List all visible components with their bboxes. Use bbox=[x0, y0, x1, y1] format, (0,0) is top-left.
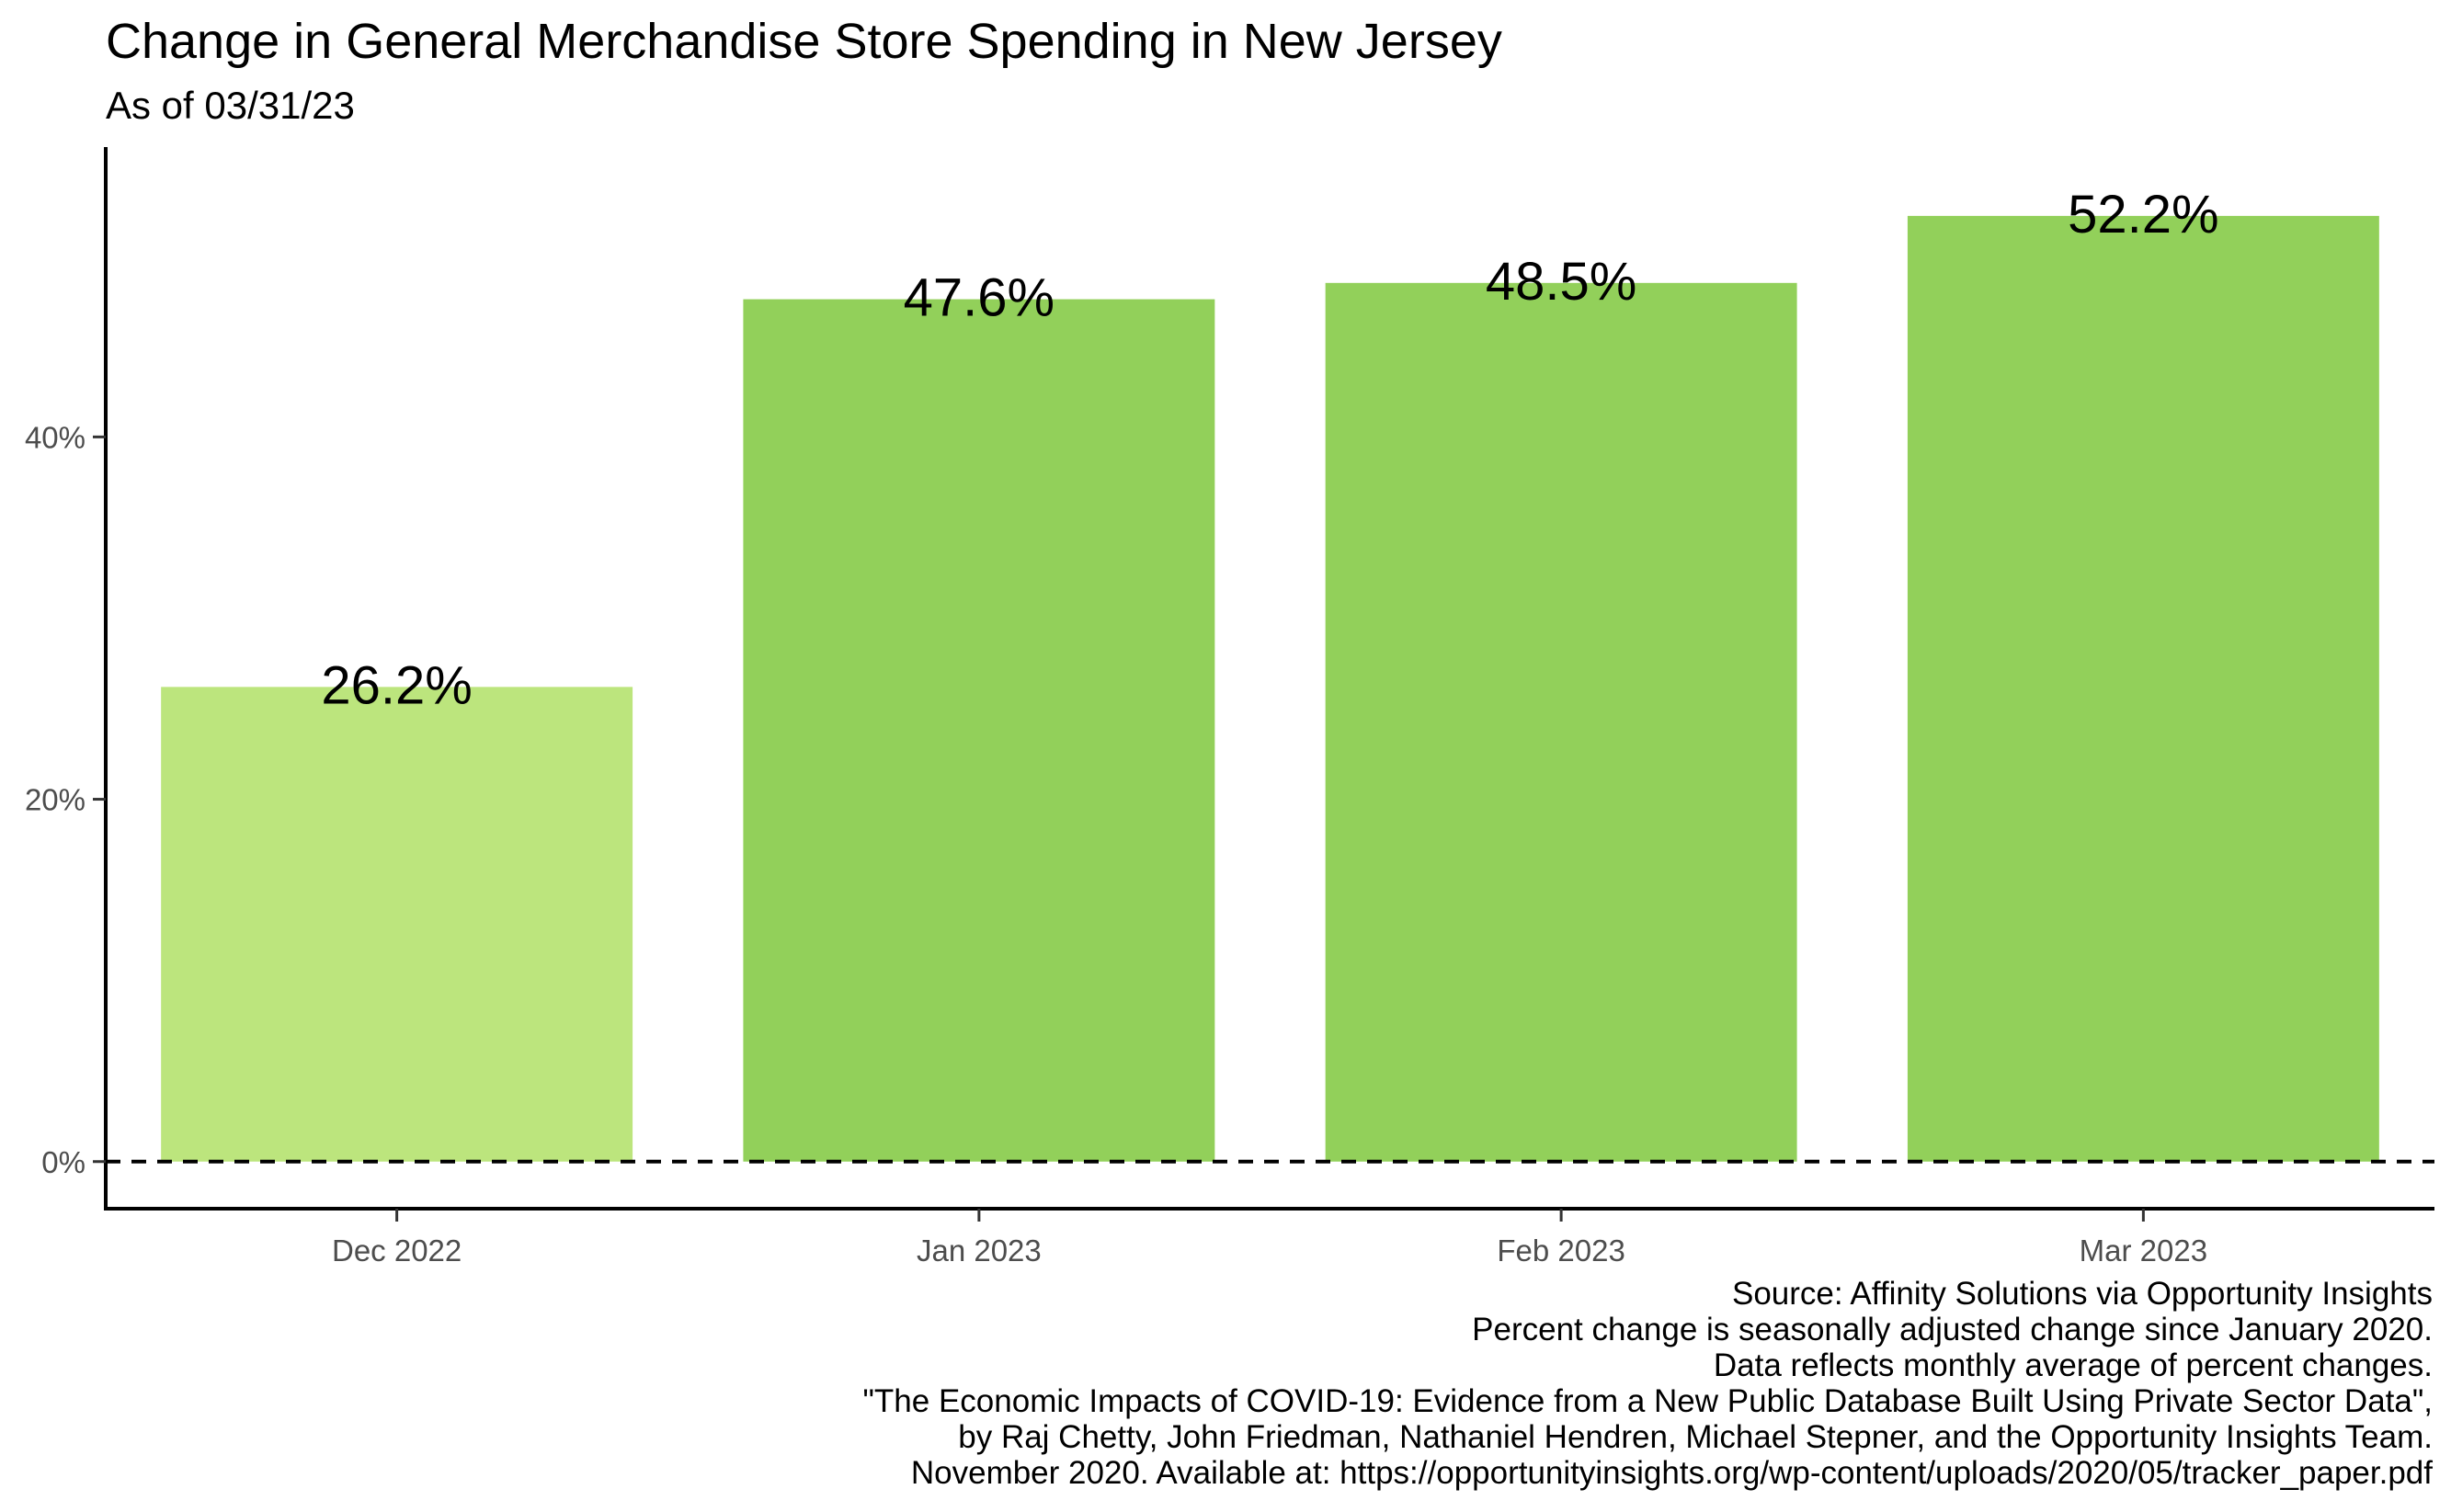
caption-line: Data reflects monthly average of percent… bbox=[1713, 1347, 2433, 1383]
caption-line: by Raj Chetty, John Friedman, Nathaniel … bbox=[958, 1419, 2433, 1455]
y-tick-label: 0% bbox=[41, 1145, 86, 1179]
chart-subtitle: As of 03/31/23 bbox=[106, 84, 355, 127]
x-tick-label: Jan 2023 bbox=[917, 1233, 1042, 1268]
x-tick-label: Dec 2022 bbox=[332, 1233, 462, 1268]
x-tick-label: Feb 2023 bbox=[1497, 1233, 1624, 1268]
y-tick-label: 20% bbox=[25, 783, 86, 817]
source-caption: Source: Affinity Solutions via Opportuni… bbox=[863, 1276, 2434, 1491]
caption-line: Percent change is seasonally adjusted ch… bbox=[1472, 1312, 2433, 1347]
bar bbox=[1325, 282, 1797, 1162]
caption-line: Source: Affinity Solutions via Opportuni… bbox=[1732, 1276, 2433, 1312]
caption-line: "The Economic Impacts of COVID-19: Evide… bbox=[862, 1383, 2434, 1419]
data-label: 47.6% bbox=[904, 268, 1054, 328]
bar bbox=[743, 299, 1215, 1162]
bar bbox=[1907, 215, 2379, 1162]
data-label: 48.5% bbox=[1486, 252, 1636, 312]
data-label: 52.2% bbox=[2068, 185, 2218, 244]
data-label: 26.2% bbox=[321, 655, 472, 715]
chart-title: Change in General Merchandise Store Spen… bbox=[106, 14, 1502, 69]
bar bbox=[161, 687, 633, 1162]
y-tick-label: 40% bbox=[25, 420, 86, 454]
caption-line: November 2020. Available at: https://opp… bbox=[910, 1455, 2433, 1491]
x-tick-label: Mar 2023 bbox=[2080, 1233, 2207, 1268]
